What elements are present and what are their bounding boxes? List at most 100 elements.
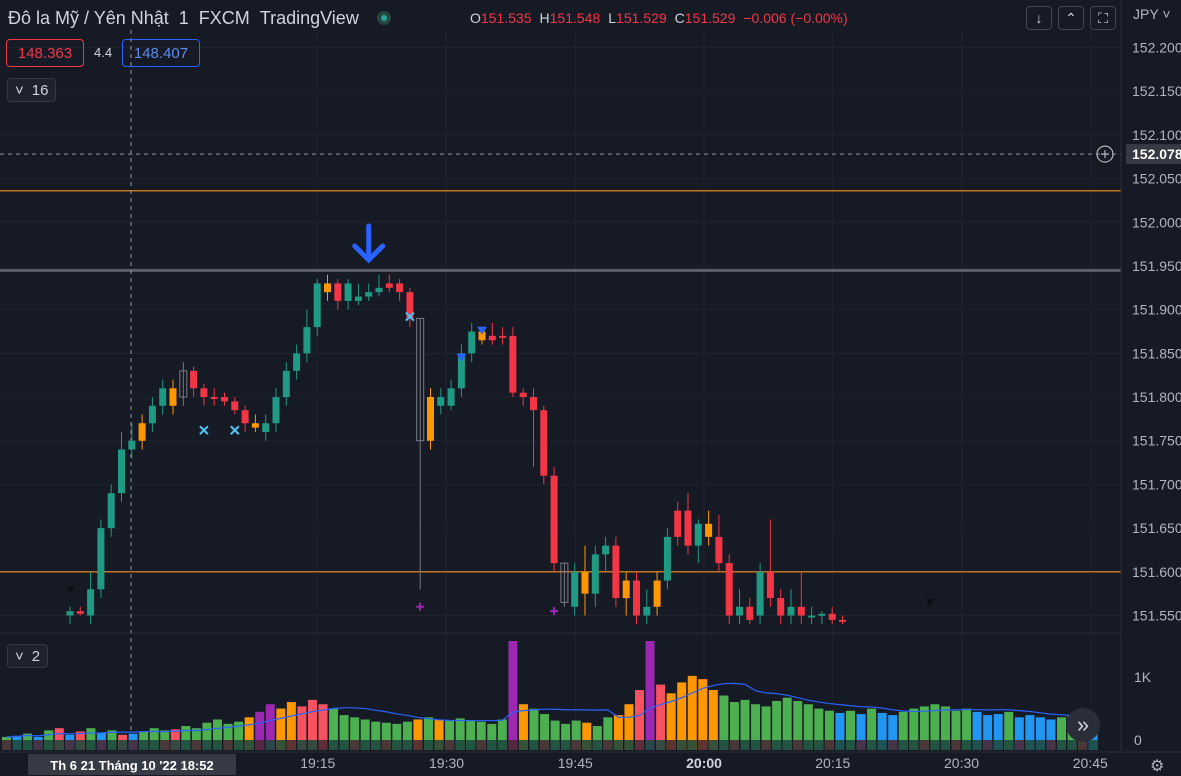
candle-body: [612, 545, 620, 599]
volume-bar: [213, 719, 222, 750]
volume-base-bar: [86, 740, 96, 750]
time-tick-label: 19:15: [300, 755, 335, 771]
volume-bar: [276, 708, 286, 750]
fullscreen-icon[interactable]: ⛶: [1090, 6, 1116, 30]
volume-base-bar: [1014, 740, 1024, 750]
volume-base-bar: [75, 740, 85, 750]
volume-bar: [445, 720, 455, 750]
volume-base-bar: [329, 740, 339, 750]
volume-bar: [202, 722, 212, 750]
volume-bar: [1014, 717, 1024, 750]
volume-base-bar: [213, 740, 222, 750]
indicators-toggle[interactable]: ˅ 16: [7, 78, 57, 102]
volume-bar: [54, 728, 64, 750]
volume-bar: [729, 702, 739, 750]
volume-base-bar: [1035, 740, 1045, 750]
volume-bar: [434, 719, 444, 750]
signal-triangle-icon: [66, 586, 74, 594]
volume-bar: [1004, 711, 1014, 750]
volume-base-bar: [318, 740, 328, 750]
volume-bar: [835, 712, 845, 750]
candle-body: [684, 510, 692, 546]
volume-base-bar: [371, 740, 381, 750]
volume-bar: [972, 711, 982, 750]
buy-button[interactable]: 148.407: [122, 39, 200, 67]
candle-body: [766, 571, 774, 599]
volume-tick-label: 0: [1134, 732, 1142, 748]
volume-bar: [983, 715, 993, 750]
price-tick-label: 151.850: [1132, 345, 1181, 361]
candle-body: [468, 331, 476, 354]
collapse-icon[interactable]: ⌃: [1058, 6, 1084, 30]
volume-bar: [613, 715, 623, 750]
volume-base-bar: [698, 740, 708, 750]
volume-bar: [993, 714, 1003, 750]
volume-bar: [635, 690, 644, 750]
signal-cross-icon: [405, 311, 415, 322]
volume-pane-toggle[interactable]: ˅ 2: [7, 644, 49, 668]
volume-bar: [381, 722, 391, 750]
candle-body: [674, 510, 682, 537]
volume-base-bar: [434, 740, 444, 750]
chevrons-right-icon[interactable]: »: [1066, 708, 1100, 742]
volume-base-bar: [255, 740, 265, 750]
volume-base-bar: [930, 740, 940, 750]
candle-body: [653, 580, 661, 607]
price-tick-label: 152.150: [1132, 83, 1181, 99]
volume-base-bar: [951, 740, 961, 750]
volume-base-bar: [867, 740, 877, 750]
arrow-down-icon[interactable]: ↓: [1026, 6, 1052, 30]
volume-base-bar: [993, 740, 1003, 750]
candle-body: [787, 606, 795, 616]
candle-body: [210, 397, 218, 400]
volume-bar: [708, 690, 718, 750]
volume-base-bar: [582, 740, 592, 750]
open-value: 151.535: [480, 10, 532, 26]
volume-base-bar: [297, 740, 307, 750]
candle-body: [282, 370, 290, 398]
volume-bar: [571, 720, 581, 750]
candle-body: [251, 423, 259, 428]
volume-bar: [951, 710, 961, 750]
volume-base-bar: [360, 740, 370, 750]
volume-base-bar: [497, 740, 507, 750]
volume-base-bar: [962, 740, 972, 750]
volume-bar: [930, 704, 940, 750]
price-axis-background: [1121, 0, 1181, 775]
volume-bar: [86, 728, 96, 750]
volume-base-bar: [118, 740, 128, 750]
signal-plus-icon: [416, 602, 425, 611]
volume-bar: [656, 684, 666, 750]
header-buttons: ↓ ⌃ ⛶: [1026, 6, 1116, 30]
volume-bar: [286, 702, 296, 750]
volume-base-bar: [276, 740, 286, 750]
candle-body: [272, 397, 280, 424]
volume-base-bar: [402, 740, 412, 750]
sell-button[interactable]: 148.363: [6, 39, 84, 67]
volume-bar: [455, 718, 465, 750]
volume-bar: [962, 708, 972, 750]
volume-base-bar: [550, 740, 560, 750]
interval[interactable]: 1: [178, 7, 189, 28]
candle-body: [396, 283, 404, 293]
symbol-name[interactable]: Đô la Mỹ / Yên Nhật: [8, 7, 169, 28]
candle-body: [66, 611, 74, 616]
volume-base-bar: [487, 740, 497, 750]
volume-base-bar: [149, 740, 159, 750]
volume-bar: [1035, 717, 1045, 750]
currency-selector[interactable]: JPY ˅: [1133, 6, 1171, 22]
candle-body: [313, 283, 321, 328]
volume-base-bar: [107, 740, 117, 750]
volume-base-bar: [12, 740, 22, 750]
candle-body: [354, 296, 362, 301]
gear-icon[interactable]: ⚙: [1150, 758, 1165, 775]
volume-bar: [856, 714, 866, 750]
candle-body: [221, 397, 228, 402]
candle-body: [344, 283, 352, 301]
volume-bar: [487, 723, 497, 750]
candle-body: [303, 327, 311, 354]
signal-cross-icon: [199, 425, 209, 435]
high-value: 151.548: [549, 10, 601, 26]
volume-base-bar: [803, 740, 813, 750]
